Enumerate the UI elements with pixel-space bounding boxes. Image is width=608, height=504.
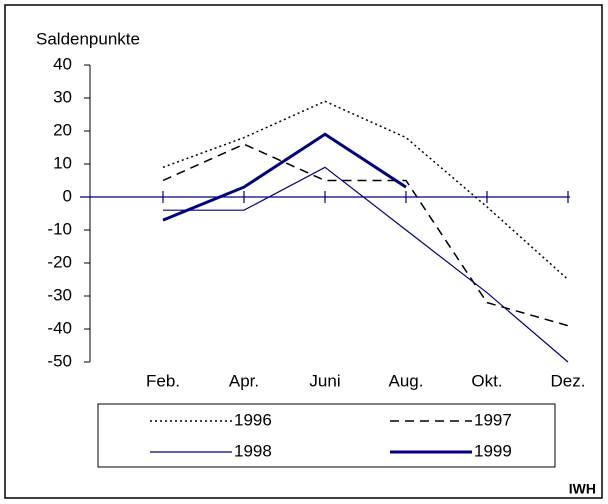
x-tick-label: Okt. (471, 371, 502, 390)
y-tick-label: -30 (47, 285, 72, 304)
y-tick-label: -40 (47, 318, 72, 337)
x-tick-label: Juni (309, 371, 340, 390)
y-tick-label: 20 (53, 120, 72, 139)
y-tick-label: -50 (47, 351, 72, 370)
legend-label: 1996 (234, 410, 272, 429)
y-tick-label: -10 (47, 219, 72, 238)
legend (97, 403, 556, 468)
y-tick-label: 30 (53, 87, 72, 106)
y-tick-label: 40 (53, 54, 72, 73)
x-tick-label: Apr. (229, 371, 259, 390)
legend-label: 1998 (234, 441, 272, 460)
series-line (162, 143, 569, 327)
series-line (162, 100, 569, 281)
x-tick-label: Feb. (146, 371, 180, 390)
series-line (163, 166, 569, 363)
x-tick-label: Aug. (389, 371, 424, 390)
y-tick-label: 10 (53, 153, 72, 172)
legend-label: 1997 (474, 410, 512, 429)
y-axis-label: Saldenpunkte (36, 29, 140, 48)
source-label: IWH (569, 481, 596, 497)
legend-label: 1999 (474, 441, 512, 460)
y-tick-label: -20 (47, 252, 72, 271)
y-tick-label: 0 (63, 186, 72, 205)
x-tick-label: Dez. (551, 371, 586, 390)
series-line (162, 132, 407, 222)
